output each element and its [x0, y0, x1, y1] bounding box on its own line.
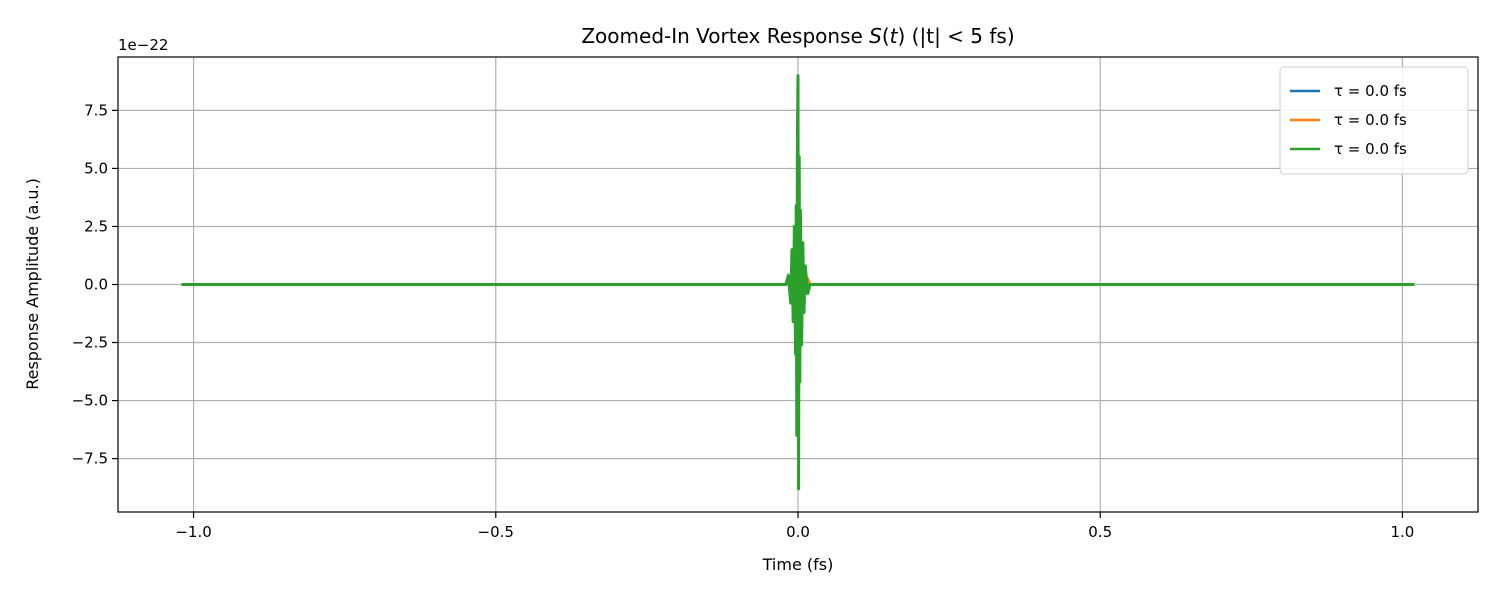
- y-tick-label: 5.0: [84, 159, 108, 177]
- x-tick-label: −1.0: [175, 523, 211, 541]
- y-tick-label: 7.5: [84, 101, 108, 119]
- chart-title: Zoomed-In Vortex Response S(t) (|t| < 5 …: [581, 24, 1014, 48]
- legend-label: τ = 0.0 fs: [1334, 82, 1407, 100]
- x-tick-label: −0.5: [478, 523, 514, 541]
- x-tick-label: 0.5: [1088, 523, 1112, 541]
- y-tick-label: 2.5: [84, 217, 108, 235]
- y-offset-label: 1e−22: [118, 36, 168, 54]
- y-axis-label: Response Amplitude (a.u.): [23, 178, 42, 390]
- x-tick-label: 1.0: [1391, 523, 1415, 541]
- x-axis-label: Time (fs): [762, 555, 834, 574]
- y-tick-label: −7.5: [72, 450, 108, 468]
- series-layer: [181, 74, 1415, 491]
- legend-box: [1279, 66, 1469, 175]
- x-axis: −1.0 −0.5 0.0 0.5 1.0: [175, 512, 1414, 541]
- x-tick-label: 0.0: [786, 523, 810, 541]
- y-axis: −7.5 −5.0 −2.5 0.0 2.5 5.0 7.5: [72, 101, 118, 468]
- legend-label: τ = 0.0 fs: [1334, 111, 1407, 129]
- y-tick-label: −5.0: [72, 392, 108, 410]
- legend: τ = 0.0 fs τ = 0.0 fs τ = 0.0 fs: [1279, 66, 1469, 175]
- y-tick-label: 0.0: [84, 276, 108, 294]
- legend-label: τ = 0.0 fs: [1334, 140, 1407, 158]
- series-line-3: [181, 74, 1415, 491]
- y-tick-label: −2.5: [72, 334, 108, 352]
